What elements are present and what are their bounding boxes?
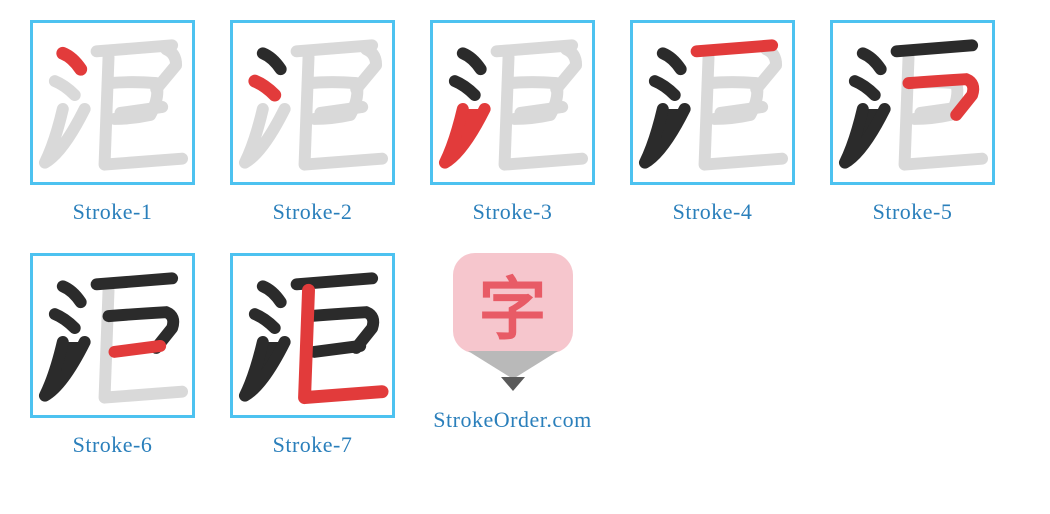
label-stroke-4: Stroke-4 xyxy=(673,199,753,225)
label-stroke-2: Stroke-2 xyxy=(273,199,353,225)
label-stroke-6: Stroke-6 xyxy=(73,432,153,458)
cell-logo: 字 StrokeOrder.com xyxy=(430,253,595,458)
watermark-text: StrokeOrder.com xyxy=(433,407,591,433)
ghost-strokes xyxy=(245,45,382,164)
ghost-strokes xyxy=(705,49,783,164)
label-stroke-3: Stroke-3 xyxy=(473,199,553,225)
label-stroke-5: Stroke-5 xyxy=(873,199,953,225)
glyph-stroke-3 xyxy=(433,23,592,183)
current-stroke xyxy=(114,345,160,351)
past-strokes xyxy=(455,53,481,95)
tile-stroke-1 xyxy=(30,20,195,185)
cell-stroke-3: Stroke-3 xyxy=(430,20,595,225)
tile-stroke-3 xyxy=(430,20,595,185)
site-logo: 字 xyxy=(443,253,583,393)
current-stroke xyxy=(255,81,275,95)
cell-stroke-6: Stroke-6 xyxy=(30,253,195,458)
current-stroke xyxy=(445,108,485,162)
past-strokes xyxy=(645,53,685,162)
pencil-tip-icon xyxy=(468,351,558,379)
current-stroke xyxy=(63,53,81,69)
stroke-grid: Stroke-1 xyxy=(30,20,1030,458)
glyph-stroke-7 xyxy=(233,256,392,416)
current-stroke xyxy=(697,45,773,51)
glyph-stroke-5 xyxy=(833,23,992,183)
ghost-strokes xyxy=(45,45,182,164)
cell-stroke-1: Stroke-1 xyxy=(30,20,195,225)
label-stroke-1: Stroke-1 xyxy=(73,199,153,225)
cell-stroke-7: Stroke-7 xyxy=(230,253,395,458)
glyph-stroke-4 xyxy=(633,23,792,183)
tile-stroke-2 xyxy=(230,20,395,185)
ghost-strokes xyxy=(905,57,983,164)
glyph-stroke-1 xyxy=(33,23,192,183)
cell-stroke-2: Stroke-2 xyxy=(230,20,395,225)
tile-stroke-6 xyxy=(30,253,195,418)
past-strokes xyxy=(263,53,281,69)
glyph-stroke-2 xyxy=(233,23,392,183)
pencil-point-icon xyxy=(501,377,525,391)
ghost-strokes xyxy=(497,45,582,164)
cell-stroke-4: Stroke-4 xyxy=(630,20,795,225)
logo-body: 字 xyxy=(453,253,573,353)
label-stroke-7: Stroke-7 xyxy=(273,432,353,458)
cell-stroke-5: Stroke-5 xyxy=(830,20,995,225)
tile-stroke-5 xyxy=(830,20,995,185)
tile-stroke-7 xyxy=(230,253,395,418)
logo-char: 字 xyxy=(478,254,546,353)
glyph-stroke-6 xyxy=(33,256,192,416)
tile-stroke-4 xyxy=(630,20,795,185)
